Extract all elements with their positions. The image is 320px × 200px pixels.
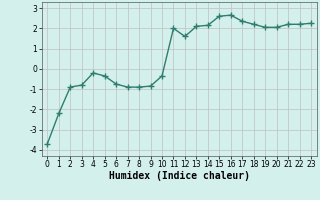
X-axis label: Humidex (Indice chaleur): Humidex (Indice chaleur)	[109, 171, 250, 181]
